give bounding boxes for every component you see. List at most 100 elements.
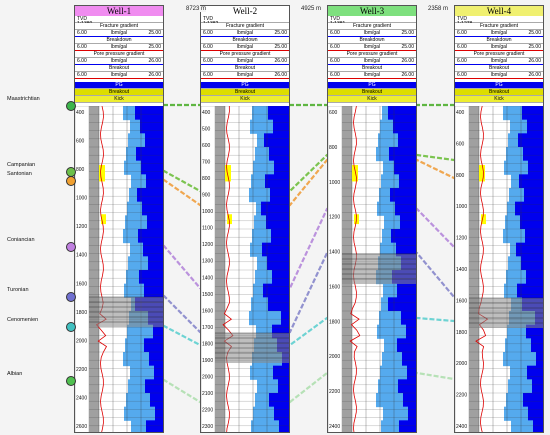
log-track[interactable]: 600 800 1000 1200 1400 1600 1800 2000 2200 2400 (328, 106, 416, 433)
log-track[interactable]: 400 600 800 1000 1200 1400 1600 1800 2000 2200 240… (455, 106, 543, 433)
range-unit: lbm/gal (490, 44, 508, 50)
pore-range-row: 6.00 lbm/gal 26.00 (328, 58, 416, 65)
kick-band: Kick (455, 96, 543, 103)
kick-band-label: Kick (114, 96, 124, 102)
range-min: 6.00 (77, 58, 87, 64)
kick-band-label: Kick (367, 96, 377, 102)
tvd-label: TVD (77, 16, 87, 22)
kick-band-label: Kick (240, 96, 250, 102)
tvd-label: TVD (457, 16, 467, 22)
fracture-gradient-label: Fracture gradient (352, 23, 392, 29)
depth-tick-label: 1700 (202, 325, 213, 331)
range-max: 26.00 (401, 58, 414, 64)
depth-tick-label: 2400 (76, 395, 87, 401)
formation-globe-icon[interactable] (66, 101, 76, 111)
depth-tick-label: 2600 (76, 424, 87, 430)
depth-tick-label: 2100 (202, 391, 213, 397)
range-unit: lbm/gal (110, 44, 128, 50)
breakout-label: Breakout (488, 65, 509, 71)
depth-tick-label: 800 (202, 176, 211, 182)
range-min: 6.00 (330, 58, 340, 64)
formation-label: Turonian (7, 287, 29, 293)
depth-tick-label: 1000 (76, 196, 87, 202)
range-min: 6.00 (203, 72, 213, 78)
depth-tick-label: 2200 (456, 393, 467, 399)
depth-tick-label: 1200 (76, 224, 87, 230)
range-min: 6.00 (330, 44, 340, 50)
depth-tick-label: 2000 (202, 374, 213, 380)
fracture-range-row: 6.00 lbm/gal 25.00 (455, 44, 543, 51)
depth-tick-label: 400 (76, 110, 85, 116)
formation-label: Maastrichtian (7, 96, 40, 102)
well-panel-4[interactable]: Well-4TVD1:1278Fracture gradient6.00lbm/… (454, 5, 544, 433)
well-panel-3[interactable]: Well-3TVD1:1381Fracture gradient6.00lbm/… (327, 5, 417, 433)
range-min: 6.00 (457, 72, 467, 78)
formation-globe-icon[interactable] (66, 322, 76, 332)
depth-tick-label: 2300 (202, 424, 213, 430)
tvd-header: TVD1:1380 (75, 16, 163, 27)
range-min: 6.00 (457, 58, 467, 64)
kick-band: Kick (328, 96, 416, 103)
depth-tick-label: 1900 (202, 358, 213, 364)
breakdown-label: Breakdown (232, 37, 258, 43)
breakout-band-band: Breakout (455, 89, 543, 96)
depth-tick-label: 600 (202, 143, 211, 149)
well-panel-2[interactable]: Well-2TVD1:1382Fracture gradient6.00lbm/… (200, 5, 290, 433)
range-unit: lbm/gal (110, 30, 128, 36)
breakout-label: Breakout (361, 65, 382, 71)
kick-band: Kick (201, 96, 289, 103)
range-unit: lbm/gal (363, 58, 381, 64)
fracture-range-row: 6.00 lbm/gal 25.00 (75, 44, 163, 51)
log-track[interactable]: 400 500 600 700 800 900 1000 1100 1200 1300 1400 15… (201, 106, 289, 433)
formation-globe-icon[interactable] (66, 376, 76, 386)
depth-tick-label: 800 (456, 173, 465, 179)
pore-pressure-row: Pore pressure gradient (328, 51, 416, 58)
range-unit: lbm/gal (236, 58, 254, 64)
pg-band-label: PG (495, 82, 503, 88)
breakout-row: Breakout (455, 65, 543, 72)
range-min: 6.00 (203, 30, 213, 36)
breakdown-row: Breakdown (328, 37, 416, 44)
breakdown-row: Breakdown (201, 37, 289, 44)
range-min: 6.00 (77, 72, 87, 78)
depth-tick-label: 400 (456, 110, 465, 116)
range-min: 6.00 (77, 44, 87, 50)
depth-tick-label: 2200 (202, 407, 213, 413)
range-max: 26.00 (274, 72, 287, 78)
log-track[interactable]: 400 600 800 1000 1200 1400 1600 1800 2000 2200 240… (75, 106, 163, 433)
depth-tick-label: 1200 (329, 215, 340, 221)
well-panel-1[interactable]: Well-1TVD1:1380Fracture gradient6.00lbm/… (74, 5, 164, 433)
breakout-band-band-label: Breakout (108, 89, 129, 95)
depth-tick-label: 2000 (329, 354, 340, 360)
depth-tick-label: 1400 (202, 275, 213, 281)
breakout-row: Breakout (75, 65, 163, 72)
pore-range-row: 6.00 lbm/gal 26.00 (455, 72, 543, 79)
formation-globe-icon[interactable] (66, 242, 76, 252)
breakdown-label: Breakdown (106, 37, 132, 43)
formation-label: Campanian (7, 162, 36, 168)
depth-tick-label: 1800 (456, 330, 467, 336)
depth-tick-label: 1100 (202, 226, 213, 232)
range-max: 25.00 (148, 44, 161, 50)
range-min: 6.00 (457, 44, 467, 50)
depth-tick-label: 800 (329, 145, 338, 151)
range-unit: lbm/gal (363, 30, 381, 36)
formation-globe-icon[interactable] (66, 176, 76, 186)
pg-band: PG (201, 82, 289, 89)
depth-tick-label: 1000 (202, 209, 213, 215)
distance-label-1-2: 8723 m (186, 6, 207, 12)
range-max: 25.00 (274, 44, 287, 50)
range-min: 6.00 (330, 72, 340, 78)
depth-tick-label: 1200 (202, 242, 213, 248)
pore-pressure-row: Pore pressure gradient (201, 51, 289, 58)
depth-tick-label: 2000 (76, 338, 87, 344)
range-unit: lbm/gal (236, 30, 254, 36)
pore-range-row: 6.00 lbm/gal 26.00 (328, 72, 416, 79)
depth-tick-label: 2200 (76, 367, 87, 373)
formation-globe-icon[interactable] (66, 292, 76, 302)
kick-band: Kick (75, 96, 163, 103)
fracture-gradient-row: Fracture gradient (75, 23, 163, 30)
depth-tick-label: 1400 (456, 267, 467, 273)
depth-tick-label: 2400 (456, 424, 467, 430)
